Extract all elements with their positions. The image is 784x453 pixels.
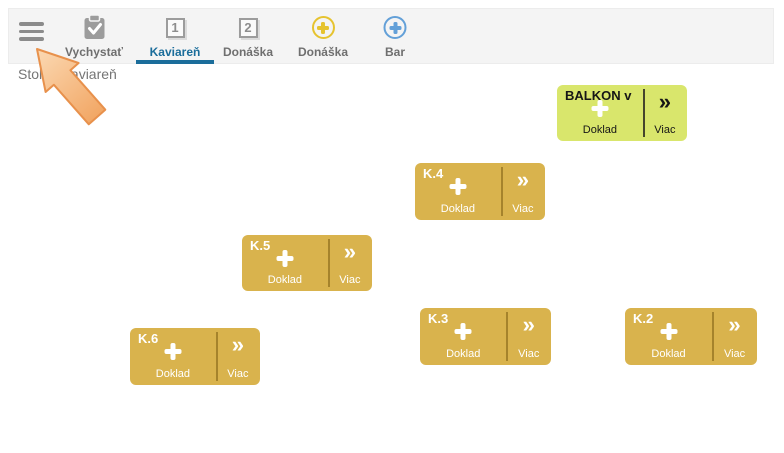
double-chevron-icon: »	[343, 239, 357, 264]
plus-icon	[164, 343, 182, 360]
tab-label: Donáška	[222, 45, 274, 59]
plus-icon	[449, 178, 467, 195]
doklad-button[interactable]: Doklad	[130, 328, 216, 385]
tab-label: Donáška	[297, 45, 349, 59]
card-divider	[642, 89, 645, 137]
doklad-label: Doklad	[267, 274, 303, 286]
clipboard-check-icon	[81, 13, 106, 42]
viac-label: Viac	[518, 348, 540, 360]
doklad-label: Doklad	[651, 348, 686, 360]
table-name: K.6	[138, 331, 159, 346]
page-title: Stoly - Kaviareň	[18, 66, 117, 82]
hamburger-icon	[19, 22, 44, 26]
tab-donaska-2[interactable]: Donáška	[298, 9, 348, 63]
doklad-label: Doklad	[582, 124, 618, 136]
double-chevron-icon: »	[516, 167, 530, 192]
doklad-label: Doklad	[440, 203, 476, 215]
numbered-square-1-icon: 1	[165, 13, 185, 42]
viac-button[interactable]: » Viac	[712, 308, 757, 365]
table-card: K.5 Doklad » Viac	[242, 235, 372, 291]
plus-icon	[276, 250, 294, 267]
numbered-square-2-icon: 2	[238, 13, 258, 42]
plus-icon	[660, 323, 678, 340]
doklad-button[interactable]: Doklad	[557, 85, 643, 141]
viac-button[interactable]: » Viac	[501, 163, 545, 220]
card-divider	[506, 312, 509, 361]
card-divider	[500, 167, 503, 216]
table-card: K.3 Doklad » Viac	[420, 308, 551, 365]
doklad-button[interactable]: Doklad	[415, 163, 501, 220]
doklad-button[interactable]: Doklad	[242, 235, 328, 291]
viac-button[interactable]: » Viac	[506, 308, 551, 365]
doklad-label: Doklad	[155, 368, 191, 380]
viac-label: Viac	[654, 124, 676, 136]
viac-label: Viac	[227, 368, 249, 380]
table-name: BALKON v	[565, 88, 632, 103]
active-tab-underline	[136, 60, 214, 64]
double-chevron-icon: »	[231, 332, 245, 357]
double-chevron-icon: »	[728, 312, 741, 337]
viac-label: Viac	[512, 203, 534, 215]
tab-kaviaren[interactable]: 1 Kaviareň	[136, 9, 214, 64]
table-name: K.2	[633, 311, 654, 326]
table-name: K.5	[250, 238, 271, 253]
double-chevron-icon: »	[658, 89, 672, 114]
doklad-button[interactable]: Doklad	[420, 308, 506, 365]
table-card: K.4 Doklad » Viac	[415, 163, 545, 220]
table-card: BALKON v Doklad » Viac	[557, 85, 687, 141]
table-card: K.2 Doklad » Viac	[625, 308, 757, 365]
viac-button[interactable]: » Viac	[328, 235, 372, 291]
viac-button[interactable]: » Viac	[216, 328, 260, 385]
doklad-label: Doklad	[446, 348, 481, 360]
tab-label: Kaviareň	[149, 45, 201, 59]
tab-label: Bar	[384, 45, 405, 59]
menu-button[interactable]	[19, 22, 44, 41]
plus-icon	[591, 100, 609, 117]
table-name: K.4	[423, 166, 444, 181]
table-card: K.6 Doklad » Viac	[130, 328, 260, 385]
card-divider	[712, 312, 715, 361]
plus-circle-blue-icon	[383, 13, 407, 42]
tab-donaska-1[interactable]: 2 Donáška	[223, 9, 273, 63]
viac-label: Viac	[723, 348, 746, 360]
viac-label: Viac	[339, 274, 361, 286]
double-chevron-icon: »	[522, 312, 535, 337]
card-divider	[215, 332, 218, 381]
card-divider	[327, 239, 330, 287]
doklad-button[interactable]: Doklad	[625, 308, 712, 365]
plus-circle-yellow-icon	[311, 13, 335, 42]
plus-icon	[454, 323, 472, 340]
tab-bar[interactable]: Bar	[383, 9, 407, 63]
table-name: K.3	[428, 311, 449, 326]
viac-button[interactable]: » Viac	[643, 85, 687, 141]
